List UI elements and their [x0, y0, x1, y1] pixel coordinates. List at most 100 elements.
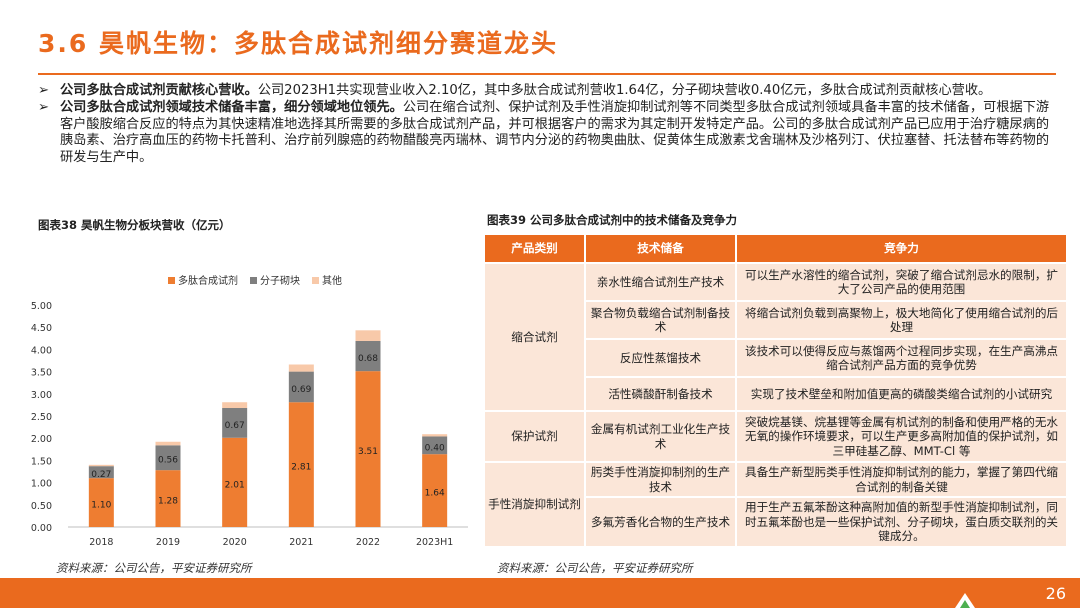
y-tick-label: 4.00	[31, 345, 52, 356]
y-tick-label: 3.50	[31, 368, 52, 379]
category-cell: 手性消旋抑制试剂	[483, 461, 586, 548]
x-tick-label: 2020	[223, 537, 247, 548]
y-tick-label: 2.50	[31, 412, 52, 423]
y-tick-label: 0.50	[31, 501, 52, 512]
bar-segment	[355, 340, 381, 372]
bullet-item: ➢ 公司多肽合成试剂贡献核心营收。公司2023H1共实现营业收入2.10亿，其中多…	[38, 83, 1054, 100]
y-tick-label: 5.00	[31, 301, 52, 312]
legend-swatch	[250, 277, 257, 284]
bar-segment	[155, 441, 181, 446]
legend-label: 其他	[322, 274, 342, 287]
bullet-list: ➢ 公司多肽合成试剂贡献核心营收。公司2023H1共实现营业收入2.10亿，其中多…	[38, 83, 1054, 167]
company-logo-icon	[955, 593, 975, 608]
advantage-cell: 用于生产五氟苯酚这种高附加值的新型手性消旋抑制试剂，同时五氟苯酚也是一些保护试剂…	[735, 496, 1068, 548]
title-rule	[38, 73, 1056, 75]
category-cell: 保护试剂	[483, 410, 586, 463]
bar-segment	[88, 466, 114, 479]
y-tick-label: 1.50	[31, 456, 52, 467]
bar-segment	[355, 330, 381, 341]
data-label: 3.51	[358, 447, 378, 457]
arrow-bullet-icon: ➢	[38, 83, 50, 98]
advantage-cell: 可以生产水溶性的缩合试剂，突破了缩合试剂忌水的限制，扩大了公司产品的使用范围	[735, 262, 1068, 302]
category-cell: 缩合试剂	[483, 262, 586, 412]
footer-bar	[0, 578, 1080, 608]
y-tick-label: 1.00	[31, 479, 52, 490]
advantage-cell: 将缩合试剂负载到高聚物上，极大地简化了使用缩合试剂的后处理	[735, 300, 1068, 340]
bullet-item: ➢ 公司多肽合成试剂领域技术储备丰富，细分领域地位领先。公司在缩合试剂、保护试剂及…	[38, 100, 1054, 167]
bar-segment	[222, 437, 248, 527]
bar-segment	[155, 470, 181, 527]
tech-cell: 金属有机试剂工业化生产技术	[584, 410, 737, 463]
bar-segment	[222, 408, 248, 438]
data-label: 0.56	[158, 456, 178, 466]
page-number: 26	[1045, 584, 1066, 603]
bullet-text: 公司2023H1共实现营业收入2.10亿，其中多肽合成试剂营收1.64亿，分子砌…	[257, 83, 992, 98]
bar-segment	[88, 464, 114, 467]
y-tick-label: 0.00	[31, 523, 52, 534]
header-category: 产品类别	[483, 233, 586, 264]
y-tick-label: 3.00	[31, 390, 52, 401]
x-tick-label: 2021	[289, 537, 313, 548]
advantage-cell: 实现了技术壁垒和附加值更高的磷酸类缩合试剂的小试研究	[735, 376, 1068, 412]
table-row: 多氟芳香化合物的生产技术 用于生产五氟苯酚这种高附加值的新型手性消旋抑制试剂，同…	[484, 496, 1068, 548]
legend-label: 分子砌块	[260, 275, 300, 287]
bar-segment	[422, 436, 448, 455]
data-label: 0.67	[225, 421, 245, 431]
bullet-bold: 公司多肽合成试剂领域技术储备丰富，细分领域地位领先。	[60, 99, 403, 115]
x-tick-label: 2022	[356, 537, 380, 548]
chart-caption: 图表38 昊帆生物分板块营收（亿元）	[38, 218, 231, 232]
advantage-cell: 具备生产新型肟类手性消旋抑制试剂的能力，掌握了第四代缩合试剂的制备关键	[735, 461, 1068, 498]
advantage-cell: 突破烷基镁、烷基锂等金属有机试剂的制备和使用严格的无水无氧的操作环境要求，可以生…	[735, 410, 1068, 463]
tech-cell: 聚合物负载缩合试剂制备技术	[584, 300, 737, 340]
table-row: 保护试剂 金属有机试剂工业化生产技术 突破烷基镁、烷基锂等金属有机试剂的制备和使…	[483, 410, 1068, 463]
tech-cell: 多氟芳香化合物的生产技术	[584, 496, 737, 548]
table-row: 缩合试剂 亲水性缩合试剂生产技术 可以生产水溶性的缩合试剂，突破了缩合试剂忌水的…	[483, 262, 1068, 412]
page-title: 3.6 昊帆生物：多肽合成试剂细分赛道龙头	[38, 29, 558, 58]
data-label: 0.40	[425, 443, 445, 453]
advantage-cell: 该技术可以使得反应与蒸馏两个过程同步实现，在生产高沸点缩合试剂产品方面的竞争优势	[735, 338, 1068, 378]
chart-source: 资料来源：公司公告，平安证券研究所	[56, 561, 252, 575]
table-source: 资料来源：公司公告，平安证券研究所	[497, 561, 693, 575]
tech-table: 产品类别 技术储备 竞争力 缩合试剂 亲水性缩合试剂生产技术 可以生产水溶性的缩…	[483, 233, 1068, 548]
bar-segment	[88, 478, 114, 527]
bar-segment	[288, 364, 314, 372]
table-row: 反应性蒸馏技术 该技术可以使得反应与蒸馏两个过程同步实现，在生产高沸点缩合试剂产…	[484, 338, 1068, 378]
header-advantage: 竞争力	[735, 233, 1068, 264]
bullet-bold: 公司多肽合成试剂贡献核心营收。	[60, 83, 258, 98]
bullet-text: 公司在缩合试剂、保护试剂及手性消旋抑制试剂等不同类型多肽合成试剂领域具备丰富的技…	[60, 99, 1050, 166]
bar-segment	[222, 402, 248, 409]
table-row: 手性消旋抑制试剂 肟类手性消旋抑制剂的生产技术 具备生产新型肟类手性消旋抑制试剂…	[483, 461, 1068, 548]
data-label: 0.69	[291, 385, 311, 395]
bar-segment	[288, 371, 314, 403]
y-tick-label: 4.50	[31, 323, 52, 334]
table-header-row: 产品类别 技术储备 竞争力	[483, 233, 1068, 264]
bar-segment	[355, 371, 381, 527]
bar-segment	[155, 445, 181, 471]
table-caption: 图表39 公司多肽合成试剂中的技术储备及竞争力	[487, 213, 738, 227]
tech-cell: 亲水性缩合试剂生产技术	[584, 262, 737, 302]
tech-cell: 活性磷酸酐制备技术	[584, 376, 737, 412]
data-label: 1.28	[158, 497, 178, 507]
data-label: 1.64	[425, 489, 445, 499]
bar-segment	[288, 402, 314, 527]
revenue-chart: 0.00 0.50 1.00 1.50 2.00 2.50 3.00 3.50 4.00 4.50…	[31, 274, 468, 548]
data-label: 2.01	[225, 480, 245, 490]
bar-segment	[422, 454, 448, 527]
x-tick-label: 2023H1	[416, 537, 453, 548]
data-label: 1.10	[91, 501, 111, 511]
legend-swatch	[168, 277, 175, 284]
table-row: 聚合物负载缩合试剂制备技术 将缩合试剂负载到高聚物上，极大地简化了使用缩合试剂的…	[484, 300, 1068, 340]
tech-cell: 肟类手性消旋抑制剂的生产技术	[584, 461, 737, 498]
data-label: 0.68	[358, 354, 378, 364]
table-row: 活性磷酸酐制备技术 实现了技术壁垒和附加值更高的磷酸类缩合试剂的小试研究	[484, 376, 1068, 412]
tech-cell: 反应性蒸馏技术	[584, 338, 737, 378]
data-label: 0.27	[91, 470, 111, 480]
x-tick-label: 2019	[156, 537, 180, 548]
legend-label: 多肽合成试剂	[178, 274, 238, 287]
x-tick-label: 2018	[89, 537, 113, 548]
header-tech: 技术储备	[584, 233, 737, 264]
bar-segment	[422, 434, 448, 437]
data-label: 2.81	[291, 463, 311, 473]
legend-swatch	[312, 277, 319, 284]
y-tick-label: 2.00	[31, 434, 52, 445]
